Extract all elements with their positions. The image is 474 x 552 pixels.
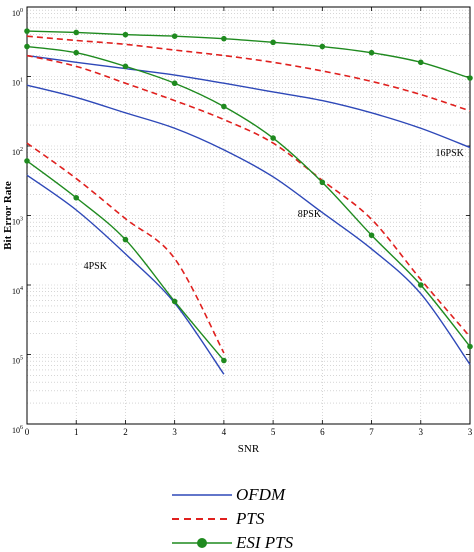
- data-point-4psk-esi-pts: [24, 158, 30, 164]
- x-tick-label: 7: [369, 427, 374, 437]
- data-point-4psk-esi-pts: [122, 236, 129, 243]
- data-point-8psk-esi-pts: [73, 49, 80, 56]
- y-tick-exponent: 0: [20, 8, 23, 14]
- y-tick-label: 100: [12, 8, 23, 18]
- x-axis-label: SNR: [238, 443, 260, 455]
- data-point-8psk-esi-pts: [24, 43, 30, 50]
- x-tick-label: 4: [222, 427, 227, 437]
- series-line-16psk-ofdm: [26, 54, 471, 149]
- data-point-8psk-esi-pts: [319, 179, 326, 186]
- data-point-8psk-esi-pts: [368, 232, 375, 239]
- data-point-16psk-esi-pts: [73, 29, 80, 36]
- data-point-16psk-esi-pts: [221, 35, 227, 42]
- data-point-8psk-esi-pts: [122, 63, 129, 70]
- y-tick-base: 10: [12, 287, 20, 296]
- annotation-label: 4PSK: [84, 261, 108, 272]
- y-tick-label: 102: [12, 147, 23, 157]
- y-axis-label: Bit Error Rate: [2, 181, 14, 250]
- data-point-4psk-esi-pts: [221, 357, 227, 364]
- legend: OFDM PTS ESI PTS: [172, 485, 294, 552]
- data-point-16psk-esi-pts: [319, 43, 326, 50]
- data-point-16psk-esi-pts: [417, 59, 424, 66]
- x-tick-label: 3: [172, 427, 177, 437]
- series-line-8psk-ofdm: [26, 84, 471, 365]
- y-tick-base: 10: [12, 357, 20, 366]
- data-point-8psk-esi-pts: [221, 103, 227, 110]
- grid: [27, 7, 470, 424]
- annotations: 16PSK 8PSK 4PSK: [84, 148, 465, 272]
- data-point-8psk-esi-pts: [467, 343, 473, 350]
- annotation-label: 8PSK: [298, 209, 322, 220]
- y-tick-base: 10: [12, 9, 20, 18]
- data-point-16psk-esi-pts: [24, 28, 30, 34]
- series: [24, 28, 473, 375]
- series-line-16psk-pts: [26, 35, 471, 112]
- x-tick-label: 6: [320, 427, 325, 437]
- y-tick-exponent: 4: [20, 286, 23, 292]
- y-tick-label: 101: [12, 78, 23, 88]
- data-point-8psk-esi-pts: [171, 80, 178, 87]
- y-tick-label: 103: [12, 217, 23, 227]
- annotation-label: 16PSK: [436, 148, 465, 159]
- y-tick-exponent: 3: [20, 217, 23, 223]
- x-tick-label: 1: [74, 427, 79, 437]
- data-point-8psk-esi-pts: [417, 282, 424, 288]
- x-axis-ticks: 0 1 2 3 4 5 6 7 3 3: [25, 7, 473, 437]
- y-tick-exponent: 2: [20, 147, 23, 153]
- series-line-8psk-pts: [26, 54, 471, 338]
- data-point-4psk-esi-pts: [73, 194, 80, 201]
- x-tick-label: 3: [419, 427, 424, 437]
- data-point-16psk-esi-pts: [270, 39, 276, 46]
- x-tick-label: 2: [123, 427, 128, 437]
- y-tick-label: 104: [12, 286, 23, 296]
- y-tick-base: 10: [12, 426, 20, 435]
- x-tick-label: 5: [271, 427, 276, 437]
- data-point-16psk-esi-pts: [171, 33, 178, 40]
- legend-label: PTS: [235, 509, 265, 528]
- series-line-4psk-pts: [26, 142, 225, 354]
- y-tick-base: 10: [12, 218, 20, 227]
- y-tick-label: 106: [12, 425, 23, 435]
- data-point-4psk-esi-pts: [171, 298, 178, 305]
- legend-label: ESI PTS: [235, 533, 294, 552]
- y-tick-exponent: 5: [20, 356, 23, 362]
- y-tick-exponent: 6: [20, 425, 23, 431]
- y-tick-label: 105: [12, 356, 23, 366]
- data-point-16psk-esi-pts: [122, 31, 129, 38]
- legend-marker: [197, 538, 207, 548]
- legend-label: OFDM: [236, 485, 286, 504]
- data-point-8psk-esi-pts: [270, 135, 276, 141]
- data-point-16psk-esi-pts: [467, 75, 473, 81]
- series-line-16psk-esi-pts: [26, 30, 471, 79]
- y-tick-exponent: 1: [20, 78, 23, 84]
- data-point-16psk-esi-pts: [368, 49, 375, 56]
- x-tick-label: 0: [25, 427, 30, 437]
- series-line-4psk-ofdm: [26, 174, 225, 375]
- x-tick-label: 3: [468, 427, 473, 437]
- y-tick-base: 10: [12, 79, 20, 88]
- y-tick-base: 10: [12, 148, 20, 157]
- series-line-8psk-esi-pts: [26, 45, 471, 348]
